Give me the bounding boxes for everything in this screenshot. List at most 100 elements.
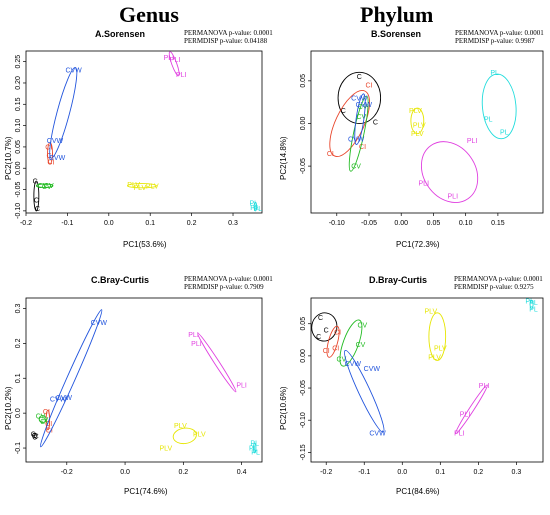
- point-label-plv: PLV: [174, 423, 187, 430]
- panel-b-xlabel: PC1(72.3%): [396, 240, 440, 249]
- x-tick-label: 0.1: [435, 469, 445, 476]
- panel-a-ylabel: PC2(10.7%): [4, 136, 13, 180]
- x-tick-label: -0.1: [358, 469, 370, 476]
- panel-d-xlabel: PC1(84.6%): [396, 487, 440, 496]
- point-label-plv: PLV: [193, 432, 206, 439]
- x-tick-label: 0.2: [473, 469, 483, 476]
- panel-d-title: D.Bray-Curtis: [369, 275, 428, 285]
- panel-c-ylabel: PC2(10.2%): [4, 386, 13, 430]
- point-label-c: C: [35, 206, 40, 213]
- point-label-ci: CI: [366, 83, 373, 90]
- point-label-plv: PLV: [127, 182, 140, 189]
- point-label-plv: PLV: [146, 184, 159, 191]
- point-label-cvw: CVW: [65, 68, 82, 75]
- y-tick-label: 0.2: [15, 338, 22, 348]
- group-ellipse-pl: [253, 442, 257, 454]
- x-tick-label: -0.2: [320, 469, 332, 476]
- group-ellipse-plv: [428, 312, 447, 361]
- y-tick-label: 0.3: [15, 303, 22, 313]
- x-tick-label: 0.05: [427, 220, 441, 227]
- group-ellipse-c: [337, 71, 382, 124]
- panel-a-permdisp: PERMDISP p-value: 0.04188: [184, 37, 268, 45]
- point-label-c: C: [316, 334, 321, 341]
- point-label-ci: CI: [334, 330, 341, 337]
- point-label-pl: PL: [529, 300, 538, 307]
- panel-c-permdisp: PERMDISP p-value: 0.7909: [184, 283, 264, 291]
- panel-c-plot: -0.2 0.0 0.2 0.4-0.10.00.10.20.3CCCCICICICV…: [15, 297, 263, 476]
- point-label-plv: PLV: [409, 108, 422, 115]
- x-tick-label: -0.10: [329, 220, 345, 227]
- point-label-pli: PLI: [467, 138, 478, 145]
- point-label-pl: PL: [250, 205, 259, 212]
- point-label-pli: PLI: [170, 57, 181, 64]
- point-label-cv: CV: [351, 164, 361, 171]
- point-label-c: C: [341, 108, 346, 115]
- x-tick-label: 0.3: [228, 220, 238, 227]
- plot-frame: [25, 297, 263, 463]
- panel-b-title: B.Sorensen: [371, 29, 422, 39]
- point-label-c: C: [34, 433, 39, 440]
- group-ellipse-pl: [253, 201, 258, 212]
- point-label-plv: PLV: [413, 123, 426, 130]
- x-tick-label: 0.4: [237, 469, 247, 476]
- x-tick-label: 0.2: [178, 469, 188, 476]
- point-label-cv: CV: [337, 357, 347, 364]
- x-tick-label: 0.3: [512, 469, 522, 476]
- group-ellipse-pli: [420, 141, 479, 203]
- y-tick-label: 0.05: [15, 140, 22, 154]
- point-label-ci: CI: [327, 151, 334, 158]
- group-ellipse-c: [31, 432, 38, 439]
- y-tick-label: 0.15: [15, 97, 22, 111]
- group-ellipse-ci: [326, 325, 340, 358]
- genus-heading: Genus: [119, 2, 179, 27]
- point-label-pli: PLI: [191, 341, 202, 348]
- x-tick-label: -0.2: [61, 469, 73, 476]
- panel-b-ylabel: PC2(14.8%): [279, 136, 288, 180]
- y-tick-label: -0.15: [300, 444, 307, 460]
- point-label-cv: CV: [42, 184, 52, 191]
- point-label-pli: PLI: [419, 181, 430, 188]
- x-tick-label: 0.00: [394, 220, 408, 227]
- panel-b: B.Sorensen PERMANOVA p-value: 0.0001 PER…: [275, 25, 550, 270]
- y-tick-label: 0.0: [15, 408, 22, 418]
- panel-a-xlabel: PC1(53.6%): [123, 240, 167, 249]
- group-ellipse-cv: [35, 183, 54, 188]
- point-label-ci: CI: [332, 346, 339, 353]
- point-label-cv: CV: [358, 104, 368, 111]
- group-ellipse-cvw: [354, 93, 366, 145]
- point-label-pli: PLI: [460, 411, 471, 418]
- panel-b-plot: -0.10 -0.05 0.00 0.05 0.10 0.15 -0.05 0.00 0.05 C…: [300, 50, 544, 227]
- group-ellipse-cv: [339, 319, 363, 367]
- point-label-ci: CI: [359, 144, 366, 151]
- panel-c-permanova: PERMANOVA p-value: 0.0001: [184, 275, 273, 283]
- panel-b-permdisp: PERMDISP p-value: 0.9987: [455, 37, 535, 45]
- point-label-cv: CV: [39, 417, 49, 424]
- y-tick-label: -0.05: [15, 181, 22, 197]
- point-label-cvw: CVW: [49, 155, 66, 162]
- point-label-plv: PLV: [424, 308, 437, 315]
- point-label-pli: PLI: [188, 332, 199, 339]
- group-ellipse-cv: [38, 415, 47, 424]
- group-ellipse-pl: [529, 300, 534, 309]
- panel-c-title: C.Bray-Curtis: [91, 275, 150, 285]
- point-label-cv: CV: [44, 183, 54, 190]
- group-ellipse-pli: [197, 332, 237, 393]
- y-tick-label: -0.05: [300, 158, 307, 174]
- point-label-cvw: CVW: [56, 395, 73, 402]
- panel-d-plot: -0.2 -0.1 0.0 0.1 0.2 0.3 -0.15 -0.10 -0.05 0.00 0…: [300, 297, 544, 476]
- panel-a-permanova: PERMANOVA p-value: 0.0001: [184, 29, 273, 37]
- point-label-pl: PL: [490, 70, 499, 77]
- point-label-plv: PLV: [159, 446, 172, 453]
- panel-a: A.Sorensen PERMANOVA p-value: 0.0001 PER…: [0, 25, 275, 270]
- point-label-plv: PLV: [428, 355, 441, 362]
- point-label-pli: PLI: [454, 431, 465, 438]
- panel-d: D.Bray-Curtis PERMANOVA p-value: 0.0001 …: [275, 270, 550, 515]
- point-label-c: C: [324, 328, 329, 335]
- y-tick-label: 0.20: [15, 76, 22, 90]
- panel-c-xlabel: PC1(74.6%): [124, 487, 168, 496]
- point-label-pl: PL: [525, 299, 534, 306]
- plot-frame: [25, 50, 263, 214]
- x-tick-label: 0.0: [397, 469, 407, 476]
- point-label-pli: PLI: [164, 55, 175, 62]
- point-label-pl: PL: [249, 446, 258, 453]
